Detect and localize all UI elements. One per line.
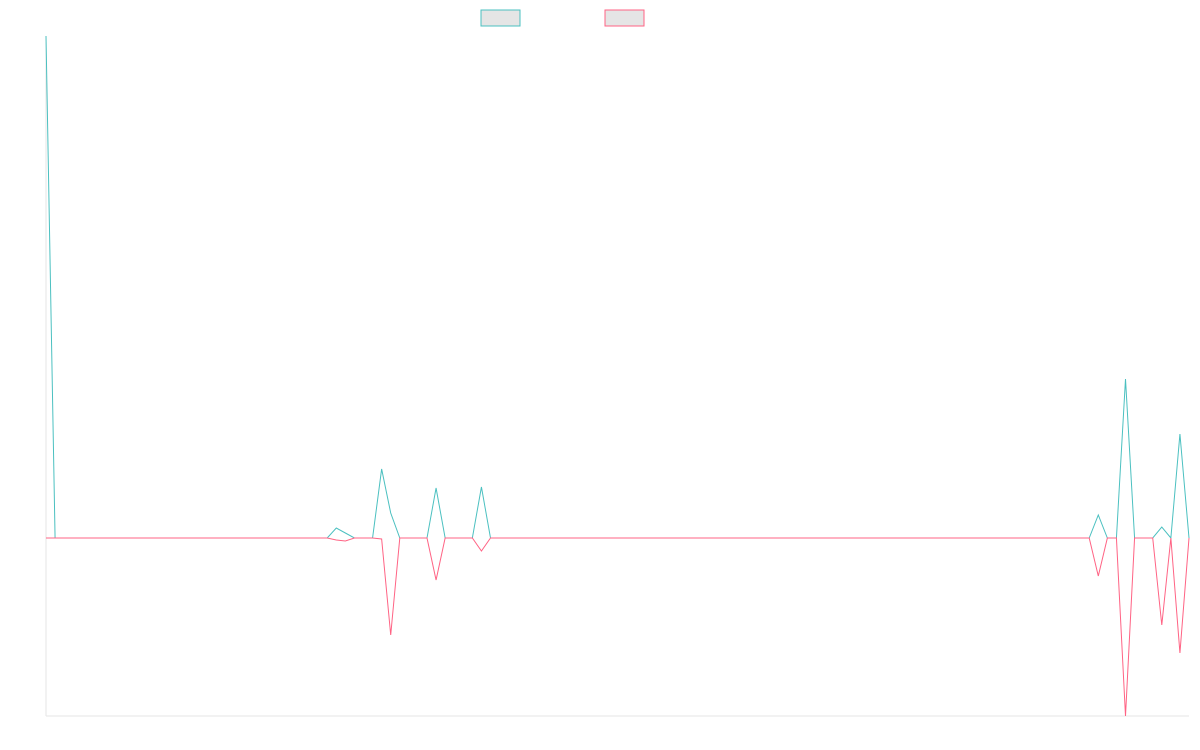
- legend-swatch: [480, 9, 521, 27]
- legend-swatch: [604, 9, 645, 27]
- line-series: [45, 35, 1190, 540]
- line-series: [46, 537, 1190, 717]
